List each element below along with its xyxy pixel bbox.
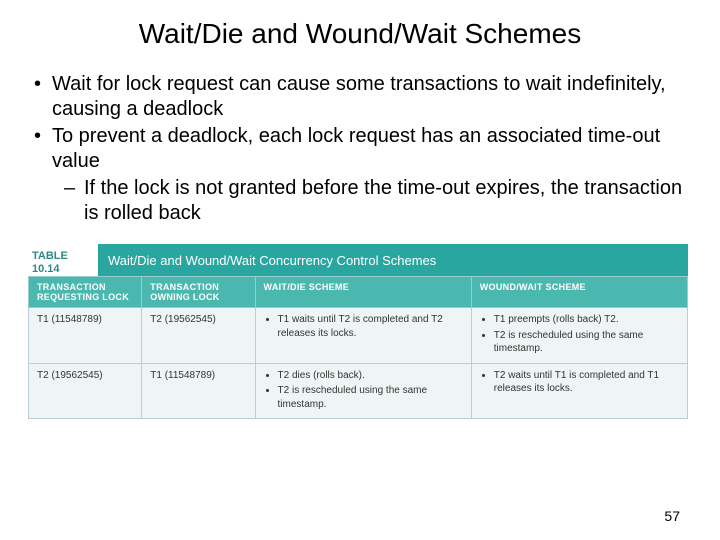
sub-bullet-item: – If the lock is not granted before the … (64, 176, 692, 226)
sub-bullet-marker: – (64, 176, 84, 226)
page-number: 57 (664, 508, 680, 524)
bullet-item: • Wait for lock request can cause some t… (34, 72, 692, 122)
sub-bullet-text: If the lock is not granted before the ti… (84, 176, 692, 226)
cell-req: T1 (11548789) (29, 308, 142, 364)
table-label-num: 10.14 (32, 263, 60, 275)
cell-req: T2 (19562545) (29, 363, 142, 419)
slide-title: Wait/Die and Wound/Wait Schemes (28, 18, 692, 50)
table-caption-row: TABLE 10.14 Wait/Die and Wound/Wait Conc… (28, 244, 688, 276)
table-label-top: TABLE (32, 250, 68, 262)
cell-bullet: T2 waits until T1 is completed and T1 re… (494, 369, 679, 396)
bullet-text: To prevent a deadlock, each lock request… (52, 124, 692, 174)
cell-own: T2 (19562545) (142, 308, 255, 364)
cell-waitdie: T1 waits until T2 is completed and T2 re… (255, 308, 471, 364)
table-header-row: TRANSACTION REQUESTING LOCK TRANSACTION … (29, 277, 688, 308)
schemes-table: TRANSACTION REQUESTING LOCK TRANSACTION … (28, 276, 688, 419)
table-row: T2 (19562545) T1 (11548789) T2 dies (rol… (29, 363, 688, 419)
cell-woundwait: T1 preempts (rolls back) T2. T2 is resch… (471, 308, 687, 364)
th-owning: TRANSACTION OWNING LOCK (142, 277, 255, 308)
th-requesting: TRANSACTION REQUESTING LOCK (29, 277, 142, 308)
bullet-item: • To prevent a deadlock, each lock reque… (34, 124, 692, 174)
table-label: TABLE 10.14 (28, 244, 98, 276)
table-caption: Wait/Die and Wound/Wait Concurrency Cont… (98, 244, 688, 276)
cell-waitdie: T2 dies (rolls back). T2 is rescheduled … (255, 363, 471, 419)
th-woundwait: WOUND/WAIT SCHEME (471, 277, 687, 308)
bullet-marker: • (34, 124, 52, 174)
cell-bullet: T2 is rescheduled using the same timesta… (278, 384, 463, 411)
cell-bullet: T1 preempts (rolls back) T2. (494, 313, 679, 327)
table-row: T1 (11548789) T2 (19562545) T1 waits unt… (29, 308, 688, 364)
bullet-text: Wait for lock request can cause some tra… (52, 72, 692, 122)
cell-bullet: T1 waits until T2 is completed and T2 re… (278, 313, 463, 340)
table-figure: TABLE 10.14 Wait/Die and Wound/Wait Conc… (28, 244, 688, 419)
th-waitdie: WAIT/DIE SCHEME (255, 277, 471, 308)
cell-bullet: T2 dies (rolls back). (278, 369, 463, 383)
cell-own: T1 (11548789) (142, 363, 255, 419)
bullet-marker: • (34, 72, 52, 122)
cell-woundwait: T2 waits until T1 is completed and T1 re… (471, 363, 687, 419)
bullet-list: • Wait for lock request can cause some t… (34, 72, 692, 226)
cell-bullet: T2 is rescheduled using the same timesta… (494, 329, 679, 356)
